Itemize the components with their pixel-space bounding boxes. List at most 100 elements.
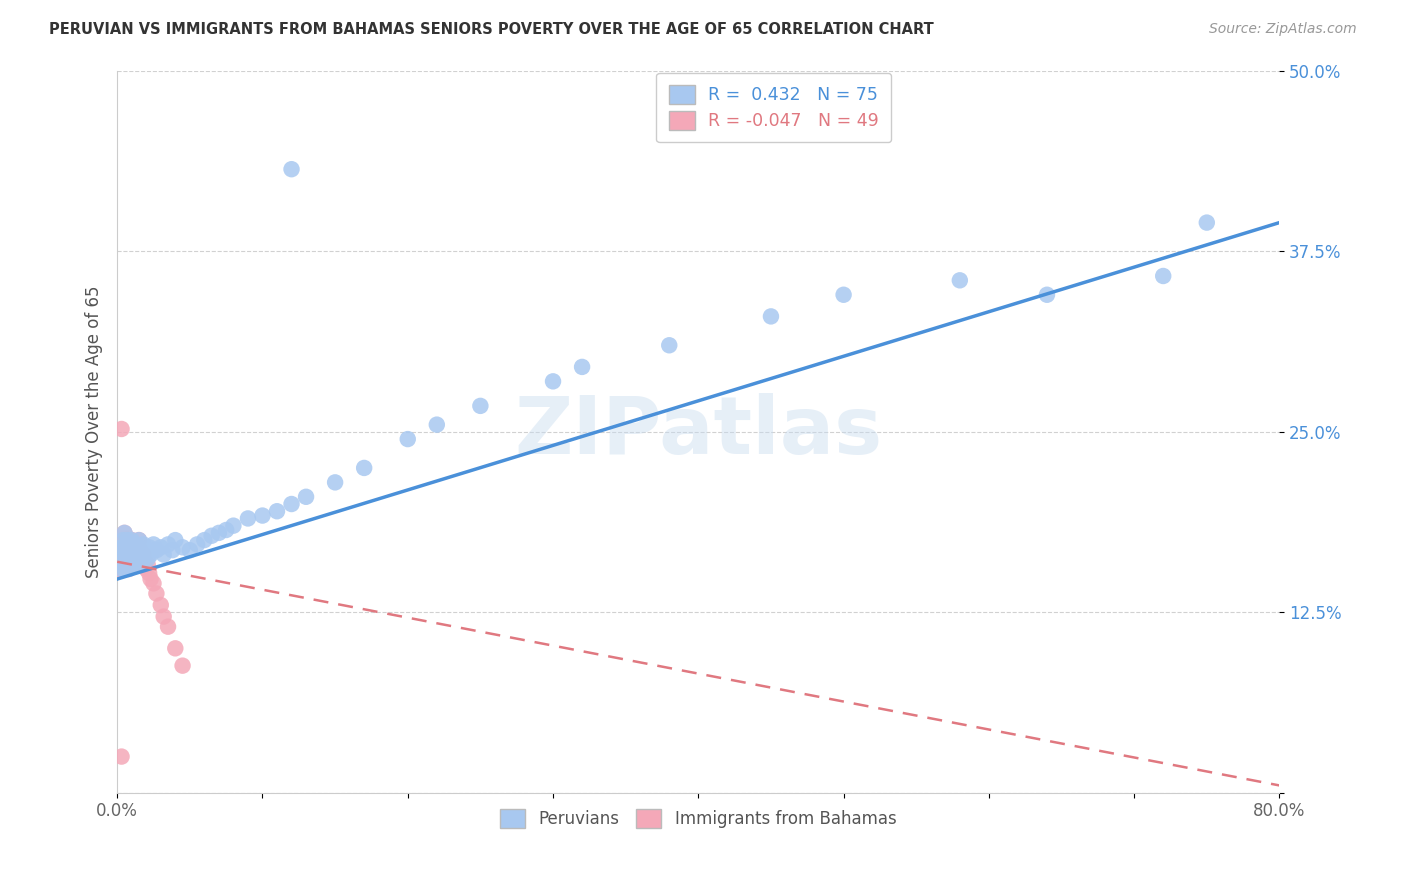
Point — [139, 572, 162, 586]
Point — [172, 541, 194, 555]
Point — [132, 537, 155, 551]
Point — [118, 548, 141, 562]
Point — [122, 552, 145, 566]
Point — [222, 518, 245, 533]
Point — [120, 555, 142, 569]
Point — [193, 533, 215, 547]
Point — [125, 548, 148, 562]
Point — [118, 541, 141, 555]
Point — [122, 543, 145, 558]
Point — [121, 558, 143, 572]
Point — [149, 541, 172, 555]
Point — [139, 548, 162, 562]
Point — [117, 543, 139, 558]
Point — [115, 562, 138, 576]
Point — [138, 541, 160, 555]
Point — [114, 562, 136, 576]
Point — [115, 548, 138, 562]
Point — [121, 533, 143, 547]
Point — [396, 432, 419, 446]
Point — [129, 543, 152, 558]
Point — [108, 562, 131, 576]
Point — [266, 504, 288, 518]
Point — [117, 533, 139, 547]
Point — [152, 548, 174, 562]
Point — [114, 525, 136, 540]
Point — [111, 533, 134, 547]
Point — [110, 422, 132, 436]
Point — [120, 537, 142, 551]
Point — [128, 533, 150, 547]
Point — [121, 548, 143, 562]
Point — [122, 552, 145, 566]
Point — [124, 558, 146, 572]
Point — [111, 552, 134, 566]
Point — [353, 461, 375, 475]
Point — [135, 562, 157, 576]
Point — [124, 541, 146, 555]
Point — [280, 162, 302, 177]
Point — [114, 558, 136, 572]
Point — [108, 548, 131, 562]
Point — [201, 529, 224, 543]
Point — [295, 490, 318, 504]
Point — [121, 533, 143, 547]
Point — [117, 552, 139, 566]
Point — [127, 555, 149, 569]
Point — [470, 399, 492, 413]
Point — [172, 658, 194, 673]
Text: ZIPatlas: ZIPatlas — [515, 392, 883, 471]
Point — [122, 543, 145, 558]
Point — [120, 537, 142, 551]
Point — [134, 548, 156, 562]
Point — [132, 548, 155, 562]
Point — [111, 533, 134, 547]
Y-axis label: Seniors Poverty Over the Age of 65: Seniors Poverty Over the Age of 65 — [86, 285, 103, 578]
Point — [145, 586, 167, 600]
Point — [136, 552, 159, 566]
Point — [118, 541, 141, 555]
Point — [125, 537, 148, 551]
Point — [115, 558, 138, 572]
Point — [129, 543, 152, 558]
Point — [157, 620, 180, 634]
Point — [110, 541, 132, 555]
Point — [142, 537, 165, 551]
Point — [145, 543, 167, 558]
Point — [134, 555, 156, 569]
Point — [136, 558, 159, 572]
Point — [165, 533, 187, 547]
Point — [117, 543, 139, 558]
Point — [658, 338, 681, 352]
Point — [236, 511, 259, 525]
Point — [108, 555, 131, 569]
Point — [1036, 287, 1059, 301]
Point — [121, 558, 143, 572]
Point — [128, 552, 150, 566]
Point — [208, 525, 231, 540]
Text: Source: ZipAtlas.com: Source: ZipAtlas.com — [1209, 22, 1357, 37]
Point — [114, 543, 136, 558]
Point — [152, 609, 174, 624]
Point — [110, 541, 132, 555]
Point — [541, 375, 564, 389]
Point — [110, 562, 132, 576]
Point — [323, 475, 346, 490]
Point — [215, 523, 238, 537]
Point — [118, 562, 141, 576]
Point — [759, 310, 782, 324]
Point — [1152, 268, 1174, 283]
Point — [114, 525, 136, 540]
Point — [127, 543, 149, 558]
Point — [131, 555, 153, 569]
Point — [157, 537, 180, 551]
Point — [125, 537, 148, 551]
Point — [115, 537, 138, 551]
Point — [115, 537, 138, 551]
Point — [949, 273, 972, 287]
Point — [115, 548, 138, 562]
Point — [280, 497, 302, 511]
Point — [128, 552, 150, 566]
Point — [111, 552, 134, 566]
Point — [114, 543, 136, 558]
